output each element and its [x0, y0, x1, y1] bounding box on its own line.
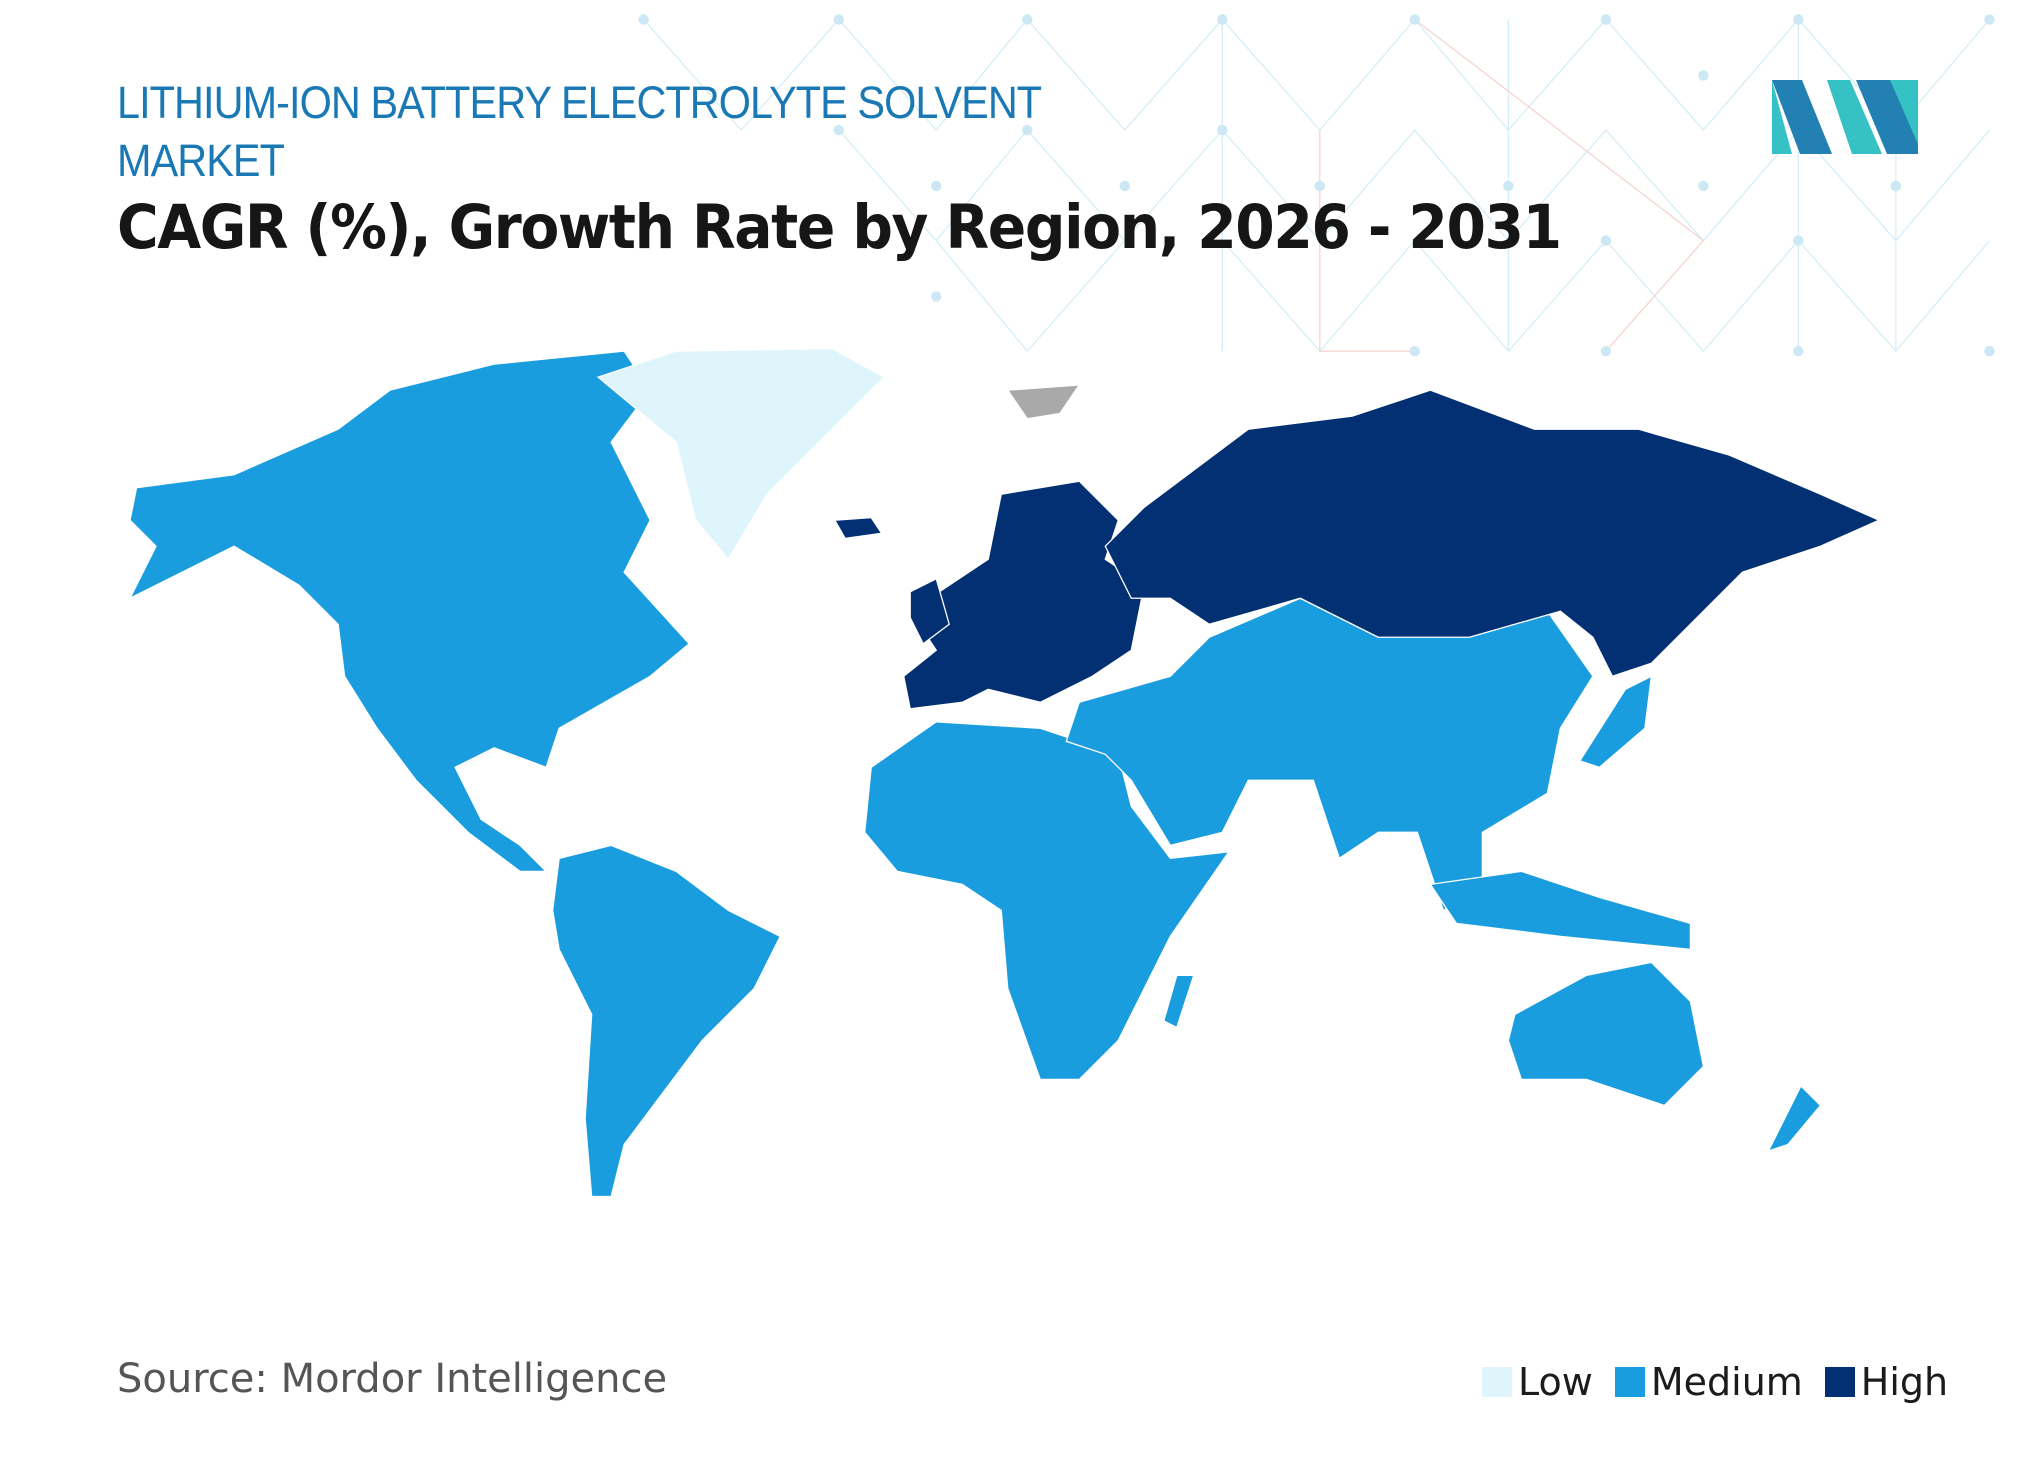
region-iceland[interactable]	[833, 516, 883, 540]
legend-swatch-low	[1482, 1367, 1512, 1397]
region-north-america[interactable]	[128, 350, 691, 873]
legend-item-low: Low	[1482, 1360, 1593, 1404]
legend: Low Medium High	[1482, 1360, 1970, 1404]
region-south-america[interactable]	[551, 844, 782, 1198]
region-greenland[interactable]	[596, 347, 886, 561]
chart-subtitle: CAGR (%), Growth Rate by Region, 2026 - …	[117, 192, 1562, 263]
source-note: Source: Mordor Intelligence	[117, 1356, 668, 1402]
legend-item-high: High	[1824, 1360, 1949, 1404]
region-svalbard	[1006, 384, 1081, 420]
legend-swatch-medium	[1614, 1367, 1645, 1397]
legend-label-low: Low	[1518, 1360, 1593, 1404]
region-europe[interactable]	[903, 480, 1146, 710]
legend-label-medium: Medium	[1650, 1360, 1803, 1404]
market-title: LITHIUM-ION BATTERY ELECTROLYTE SOLVENT …	[117, 77, 1041, 186]
world-map	[128, 347, 1881, 1198]
mordor-logo	[1772, 80, 1918, 154]
legend-label-high: High	[1860, 1360, 1949, 1404]
region-southeast-asia-islands[interactable]	[1429, 870, 1692, 951]
legend-item-medium: Medium	[1614, 1360, 1803, 1404]
region-madagascar[interactable]	[1163, 974, 1195, 1029]
region-australia[interactable]	[1507, 961, 1705, 1107]
region-uk[interactable]	[909, 577, 950, 645]
region-new-zealand[interactable]	[1767, 1084, 1822, 1153]
region-japan[interactable]	[1578, 675, 1653, 769]
region-russia[interactable]	[1104, 389, 1881, 678]
legend-swatch-high	[1824, 1367, 1855, 1397]
